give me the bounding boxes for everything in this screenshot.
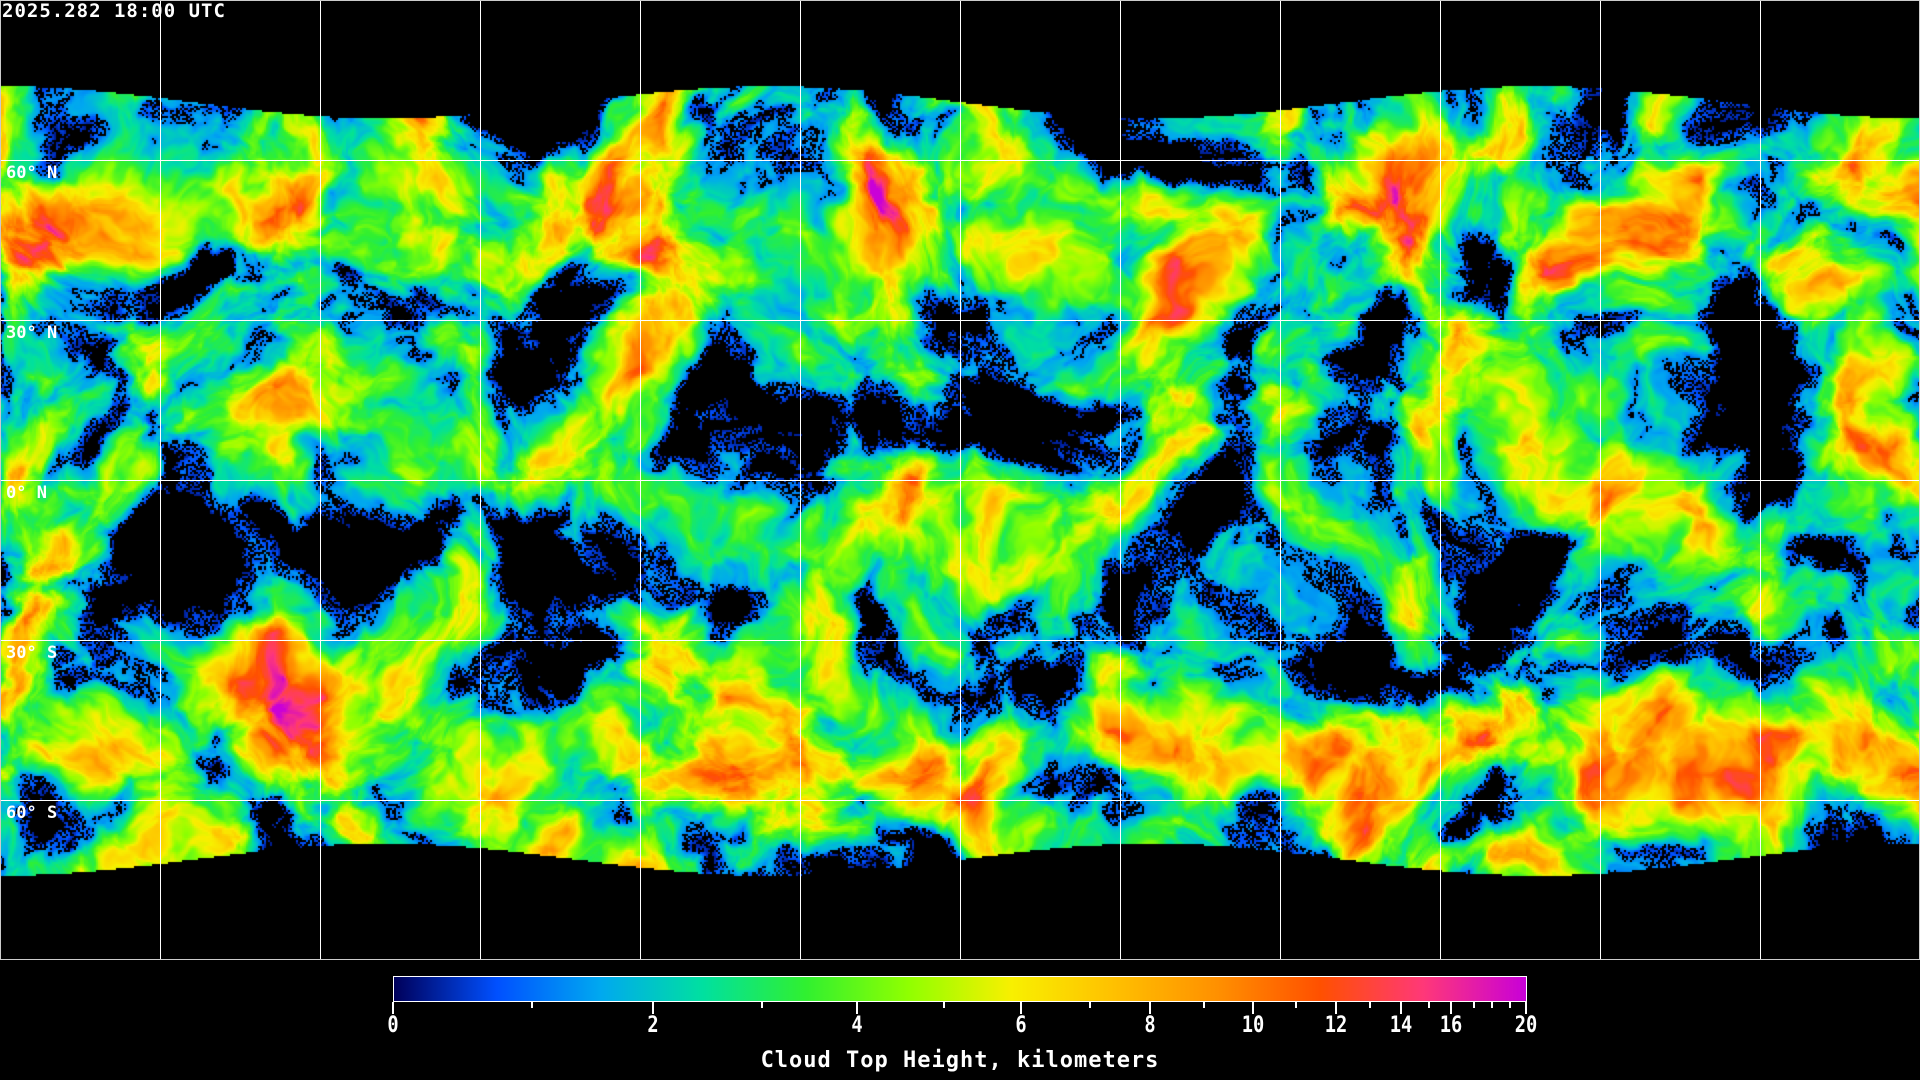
major-tick	[652, 1002, 655, 1014]
minor-tick	[530, 1002, 533, 1008]
latitude-gridline	[0, 640, 1920, 641]
tick-label: 0	[387, 1013, 399, 1038]
tick-label: 12	[1324, 1013, 1348, 1038]
tick-label: 10	[1241, 1013, 1265, 1038]
timestamp: 2025.282 18:00 UTC	[2, 0, 226, 22]
tick-label: 8	[1144, 1013, 1156, 1038]
major-tick	[1019, 1002, 1022, 1014]
major-tick	[1252, 1002, 1255, 1014]
minor-tick	[1509, 1002, 1512, 1008]
lat-label-0n: 0° N	[6, 483, 47, 503]
major-tick	[392, 1002, 394, 1014]
cloud-top-height-map: 60° N 30° N 0° N 30° S 60° S	[0, 0, 1920, 960]
minor-tick	[1427, 1002, 1430, 1008]
latitude-gridline	[0, 800, 1920, 801]
tick-label: 20	[1514, 1013, 1538, 1038]
tick-label: 6	[1014, 1013, 1027, 1038]
minor-tick	[1295, 1002, 1297, 1008]
minor-tick	[1472, 1002, 1475, 1008]
minor-tick	[761, 1002, 764, 1008]
tick-label: 4	[851, 1013, 864, 1038]
major-tick	[1149, 1002, 1152, 1014]
minor-tick	[1203, 1002, 1206, 1008]
minor-tick	[1491, 1002, 1493, 1008]
major-tick	[1450, 1002, 1453, 1014]
lat-label-30s: 30° S	[6, 643, 58, 663]
tick-label: 16	[1440, 1013, 1463, 1038]
tick-label: 14	[1389, 1013, 1413, 1038]
major-tick	[1334, 1002, 1337, 1014]
lat-label-60n: 60° N	[6, 163, 58, 183]
major-tick	[1399, 1002, 1402, 1014]
minor-tick	[942, 1002, 945, 1008]
colorbar-title: Cloud Top Height, kilometers	[760, 1048, 1160, 1073]
major-tick	[856, 1002, 859, 1014]
major-tick	[1525, 1002, 1527, 1014]
latitude-gridline	[0, 320, 1920, 321]
latitude-gridline	[0, 480, 1920, 481]
lat-label-60s: 60° S	[6, 803, 58, 823]
tick-label: 2	[647, 1013, 659, 1038]
minor-tick	[1088, 1002, 1091, 1008]
minor-tick	[1368, 1002, 1371, 1008]
colorbar	[393, 976, 1527, 1002]
lat-label-30n: 30° N	[6, 323, 58, 343]
latitude-gridline	[0, 160, 1920, 161]
